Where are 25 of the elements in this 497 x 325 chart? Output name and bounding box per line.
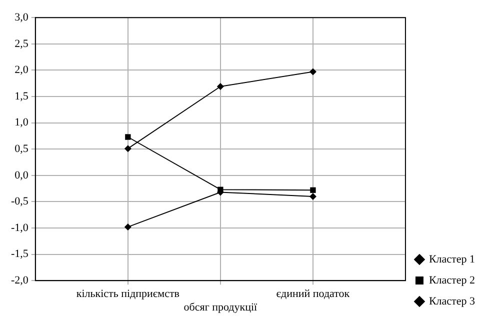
y-tick-label: -1,5 — [10, 248, 29, 260]
y-tick-label: 1,0 — [14, 116, 29, 129]
point — [309, 192, 316, 200]
point — [124, 145, 132, 152]
y-tick-label: -0,5 — [10, 196, 29, 208]
y-tick-label: -1,0 — [10, 222, 29, 234]
y-tick-label: 2,5 — [14, 38, 29, 50]
y-tick-label: 3,0 — [14, 11, 29, 24]
point — [216, 83, 224, 90]
x-tick-label: кількість підприємств — [76, 288, 180, 300]
legend-label: Кластер 3 — [428, 295, 476, 308]
point — [218, 186, 224, 192]
y-tick-label: -2,0 — [10, 274, 29, 286]
legend-label: Кластер 1 — [428, 253, 475, 266]
x-tick-label: обсяг продукції — [184, 301, 258, 314]
y-tick-label: 1,5 — [14, 90, 29, 102]
point — [124, 223, 132, 230]
point — [310, 187, 316, 193]
x-tick-label: єдиний податок — [276, 288, 350, 300]
legend-label: Кластер 2 — [428, 274, 475, 286]
y-tick-label: 0,0 — [14, 169, 29, 182]
point — [309, 68, 316, 76]
y-tick-label: 2,0 — [14, 64, 29, 76]
y-tick-label: 0,5 — [14, 142, 29, 155]
point — [125, 134, 131, 140]
